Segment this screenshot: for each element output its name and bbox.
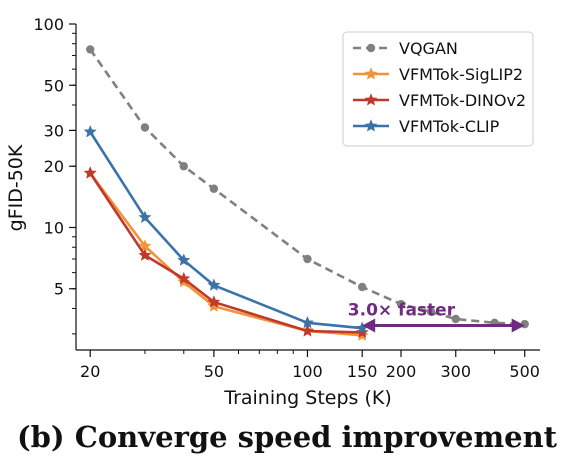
legend-label: VQGAN — [399, 39, 458, 58]
series-layer — [83, 45, 529, 341]
y-tick-label: 20 — [44, 157, 64, 176]
annotation-layer: 3.0× faster — [348, 300, 525, 333]
data-point — [207, 278, 221, 291]
legend-entry: VFMTok-CLIP — [353, 117, 500, 136]
data-point — [357, 282, 367, 292]
legend-swatch-marker — [364, 93, 378, 106]
x-tick-label: 300 — [440, 362, 471, 381]
legend-entry: VQGAN — [353, 39, 458, 58]
data-point — [138, 210, 152, 223]
series-vfmtok-dinov2 — [83, 166, 369, 338]
y-tick-label: 10 — [44, 218, 64, 237]
legend: VQGAN VFMTok-SigLIP2 VFMTok-DINOv2 VFMTok-C… — [342, 31, 534, 147]
y-tick-label: 5 — [54, 280, 64, 299]
data-point — [207, 295, 221, 308]
series-line — [89, 131, 363, 330]
data-point — [301, 324, 314, 337]
legend-swatch-marker — [364, 119, 378, 132]
y-tick-label: 30 — [44, 121, 64, 140]
convergence-chart: 5 10 20 30 50 100 20 50 100 150 200 300 500 3.0× fas… — [5, 15, 540, 409]
data-point — [355, 325, 369, 338]
legend-label: VFMTok-CLIP — [399, 117, 500, 136]
series-line — [89, 172, 363, 334]
data-point — [138, 248, 152, 261]
figure-caption: (b) Converge speed improvement — [16, 420, 558, 454]
data-point — [83, 125, 97, 138]
series-vqgan — [86, 45, 529, 329]
x-tick-label: 150 — [347, 362, 378, 381]
legend-label: VFMTok-SigLIP2 — [399, 65, 523, 84]
series-vfmtok-clip — [83, 125, 369, 334]
legend-entry: VFMTok-SigLIP2 — [353, 65, 523, 84]
y-tick-label: 50 — [44, 76, 64, 95]
data-point — [177, 271, 191, 285]
series-vfmtok-siglip2 — [83, 166, 369, 341]
y-tick-label: 100 — [33, 15, 64, 34]
x-axis-label: Training Steps (K) — [223, 387, 392, 409]
legend-swatch-marker — [366, 43, 376, 53]
x-tick-label: 20 — [80, 362, 100, 381]
data-point — [140, 123, 150, 132]
data-point — [209, 184, 219, 193]
data-point — [86, 45, 95, 54]
x-tick-label: 200 — [386, 362, 417, 381]
legend-box — [342, 31, 534, 147]
x-tick-label: 500 — [509, 362, 540, 381]
data-point — [303, 254, 312, 264]
speedup-arrow-head-right — [511, 318, 525, 333]
speedup-arrow-head-left — [362, 318, 376, 333]
data-point — [83, 166, 97, 179]
data-point — [396, 299, 406, 309]
y-axis-label: gFID-50K — [5, 144, 27, 231]
legend-swatch-marker — [364, 67, 378, 80]
speedup-label: 3.0× faster — [348, 300, 456, 320]
data-point — [177, 253, 191, 266]
x-tick-label: 50 — [204, 362, 224, 381]
chart-axes: 5 10 20 30 50 100 20 50 100 150 200 300 500 — [33, 15, 540, 381]
data-point — [426, 307, 436, 317]
x-tick-label: 100 — [292, 362, 323, 381]
data-point — [179, 162, 188, 171]
data-point — [301, 316, 314, 329]
data-point — [451, 314, 460, 324]
legend-entry: VFMTok-DINOv2 — [353, 91, 526, 110]
legend-label: VFMTok-DINOv2 — [399, 91, 526, 110]
